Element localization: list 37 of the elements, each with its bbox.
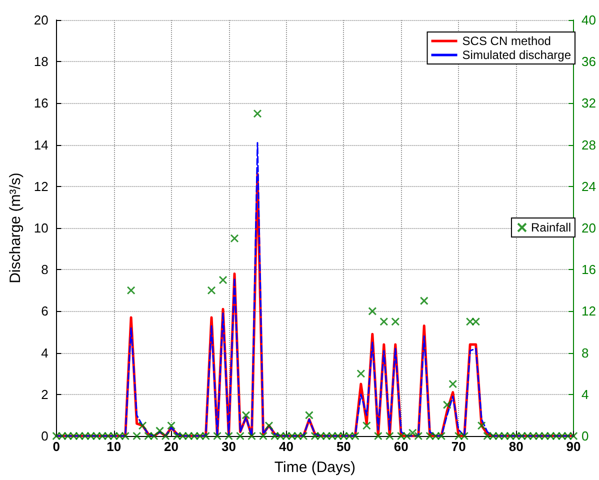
- x-tick-label: 40: [278, 439, 294, 454]
- y-tick-label: 2: [41, 386, 48, 402]
- x-tick-label: 0: [52, 439, 60, 454]
- y-tick-label: 18: [34, 54, 48, 70]
- y-axis-title: Discharge (m³/s): [7, 172, 24, 284]
- y-tick-label: 8: [41, 262, 48, 278]
- y2-tick-label: 28: [582, 137, 596, 152]
- x-tick-label: 80: [508, 439, 524, 454]
- y2-tick-label: 16: [582, 262, 596, 278]
- y2-tick-label: 0: [582, 428, 589, 444]
- x-tick-label: 20: [164, 439, 179, 454]
- x-tick-label: 60: [394, 439, 408, 454]
- y-tick-label: 14: [34, 137, 48, 152]
- y-tick-label: 16: [34, 96, 48, 111]
- legend-label: SCS CN method: [462, 34, 551, 48]
- x-tick-label: 30: [222, 439, 236, 454]
- legend-label: Rainfall: [530, 220, 572, 234]
- y2-tick-label: 12: [582, 304, 596, 319]
- y2-tick-label: 4: [582, 386, 589, 402]
- y-tick-label: 10: [34, 220, 48, 236]
- x-axis-title: Time (Days): [274, 459, 356, 476]
- x-tick-label: 70: [451, 439, 466, 454]
- y-tick-label: 6: [41, 304, 48, 319]
- x-tick-label: 50: [336, 439, 351, 454]
- x-tick-label: 90: [566, 439, 581, 454]
- y2-tick-label: 36: [582, 54, 596, 70]
- y2-tick-label: 32: [582, 96, 596, 111]
- y2-tick-label: 24: [582, 178, 596, 194]
- y2-tick-label: 8: [582, 345, 589, 360]
- y-tick-label: 0: [41, 428, 48, 444]
- x-tick-label: 10: [106, 439, 122, 454]
- y-tick-label: 4: [41, 345, 48, 360]
- y2-tick-label: 40: [582, 12, 596, 28]
- legend-label: Simulated discharge: [462, 48, 572, 62]
- y2-tick-label: 20: [582, 220, 596, 236]
- y-tick-label: 12: [34, 178, 48, 194]
- y-tick-label: 20: [34, 12, 48, 28]
